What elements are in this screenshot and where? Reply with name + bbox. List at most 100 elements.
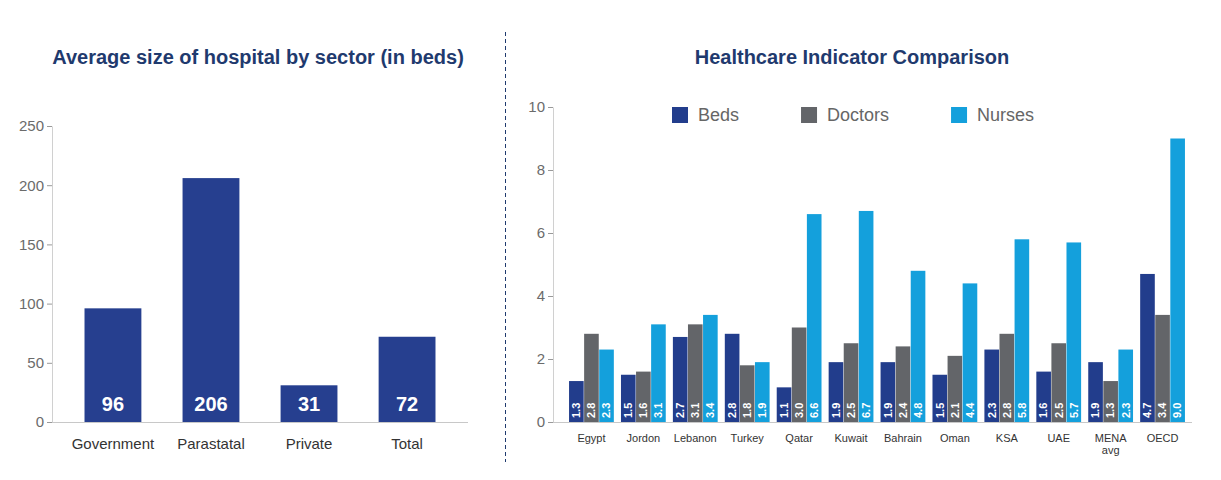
y-tick-label: 50 (27, 354, 44, 371)
data-label: 2.8 (1001, 403, 1013, 418)
x-tick: UAE (1047, 422, 1070, 444)
data-label: 206 (194, 393, 227, 415)
data-label: 2.8 (726, 403, 738, 418)
y-tick: 50 (27, 354, 52, 371)
bar (792, 328, 807, 423)
data-label: 1.9 (830, 403, 842, 418)
x-tick: Egypt (577, 422, 605, 444)
bar (740, 365, 755, 422)
data-label: 5.7 (1068, 403, 1080, 418)
x-tick: Parastatal (177, 422, 245, 452)
bar (963, 283, 978, 422)
data-label: 1.1 (778, 403, 790, 418)
data-label: 3.4 (1156, 402, 1168, 418)
bar (859, 211, 874, 422)
bar (621, 375, 636, 422)
y-tick-mark (47, 126, 52, 127)
bar (932, 375, 947, 422)
x-tick: Oman (940, 422, 970, 444)
bar (881, 362, 896, 422)
chart-root: Average size of hospital by sector (in b… (0, 0, 1221, 480)
y-tick: 8 (537, 161, 553, 178)
data-label: 1.6 (637, 403, 649, 418)
bar (584, 334, 599, 422)
x-tick-label: Lebanon (674, 432, 717, 444)
y-tick: 100 (19, 295, 52, 312)
chart-title: Average size of hospital by sector (in b… (52, 46, 464, 68)
x-tick-label-line: avg (1102, 444, 1120, 456)
x-tick-label: OECD (1147, 432, 1179, 444)
data-label: 2.5 (1053, 403, 1065, 418)
y-tick: 250 (19, 117, 52, 134)
bar (599, 350, 614, 422)
bar (984, 350, 999, 422)
data-label: 2.1 (949, 403, 961, 418)
bar (183, 178, 240, 422)
data-label: 1.5 (622, 403, 634, 418)
bar (896, 346, 911, 422)
y-tick-mark (47, 185, 52, 186)
bar (725, 334, 740, 422)
data-label: 2.3 (1120, 403, 1132, 418)
bar (1155, 315, 1170, 422)
y-tick-mark (548, 170, 553, 171)
legend-item: Nurses (951, 105, 1034, 125)
x-tick-label: Parastatal (177, 435, 245, 452)
data-label: 31 (298, 393, 320, 415)
y-tick-mark (47, 363, 52, 364)
legend-swatch (801, 107, 817, 123)
chart-svg: Average size of hospital by sector (in b… (0, 0, 1221, 480)
y-tick-mark (47, 244, 52, 245)
y-tick-label: 6 (537, 224, 545, 241)
x-tick: MENAavg (1095, 422, 1127, 456)
x-tick-label: UAE (1047, 432, 1070, 444)
x-tick: Total (391, 422, 423, 452)
x-tick: Government (72, 422, 155, 452)
y-tick: 200 (19, 177, 52, 194)
data-label: 1.9 (756, 403, 768, 418)
x-tick-label: Government (72, 435, 155, 452)
data-label: 2.7 (674, 403, 686, 418)
bar (844, 343, 859, 422)
y-tick: 6 (537, 224, 553, 241)
data-labels: 1.31.52.72.81.11.91.91.52.31.61.94.72.81… (570, 402, 1183, 418)
x-tick: Lebanon (674, 422, 717, 444)
x-axis: EgyptJordonLebanonTurkeyQatarKuwaitBahra… (553, 422, 1192, 456)
legend-label: Beds (698, 105, 739, 125)
x-tick: Turkey (731, 422, 765, 444)
y-tick: 10 (528, 98, 553, 115)
y-axis: 050100150200250 (19, 117, 53, 430)
y-axis-line (52, 127, 53, 423)
y-tick-label: 8 (537, 161, 545, 178)
y-tick: 2 (537, 350, 553, 367)
bars (85, 178, 436, 422)
chart-panel: Average size of hospital by sector (in b… (19, 46, 468, 452)
legend-label: Nurses (977, 105, 1034, 125)
bar (703, 315, 718, 422)
x-tick-label: Private (286, 435, 333, 452)
x-tick-label: Egypt (577, 432, 605, 444)
data-labels: 962063172 (102, 393, 418, 415)
y-axis: 0246810 (528, 98, 553, 430)
data-label: 2.4 (897, 402, 909, 418)
bar (673, 337, 688, 422)
bar (85, 308, 142, 422)
y-tick: 0 (537, 413, 553, 430)
y-tick-label: 0 (36, 413, 44, 430)
bar (379, 337, 436, 422)
data-label: 2.8 (585, 403, 597, 418)
x-tick: Kuwait (835, 422, 868, 444)
x-tick-label: Jordon (627, 432, 661, 444)
x-tick: Private (286, 422, 333, 452)
bar (911, 271, 926, 422)
data-label: 1.9 (882, 403, 894, 418)
x-tick-label: Total (391, 435, 423, 452)
y-tick: 0 (36, 413, 52, 430)
bar (281, 385, 338, 422)
bar (829, 362, 844, 422)
x-tick-label: Bahrain (884, 432, 922, 444)
bar (807, 214, 822, 422)
bar (1140, 274, 1155, 422)
data-label: 1.6 (1037, 403, 1049, 418)
data-label: 72 (396, 393, 418, 415)
